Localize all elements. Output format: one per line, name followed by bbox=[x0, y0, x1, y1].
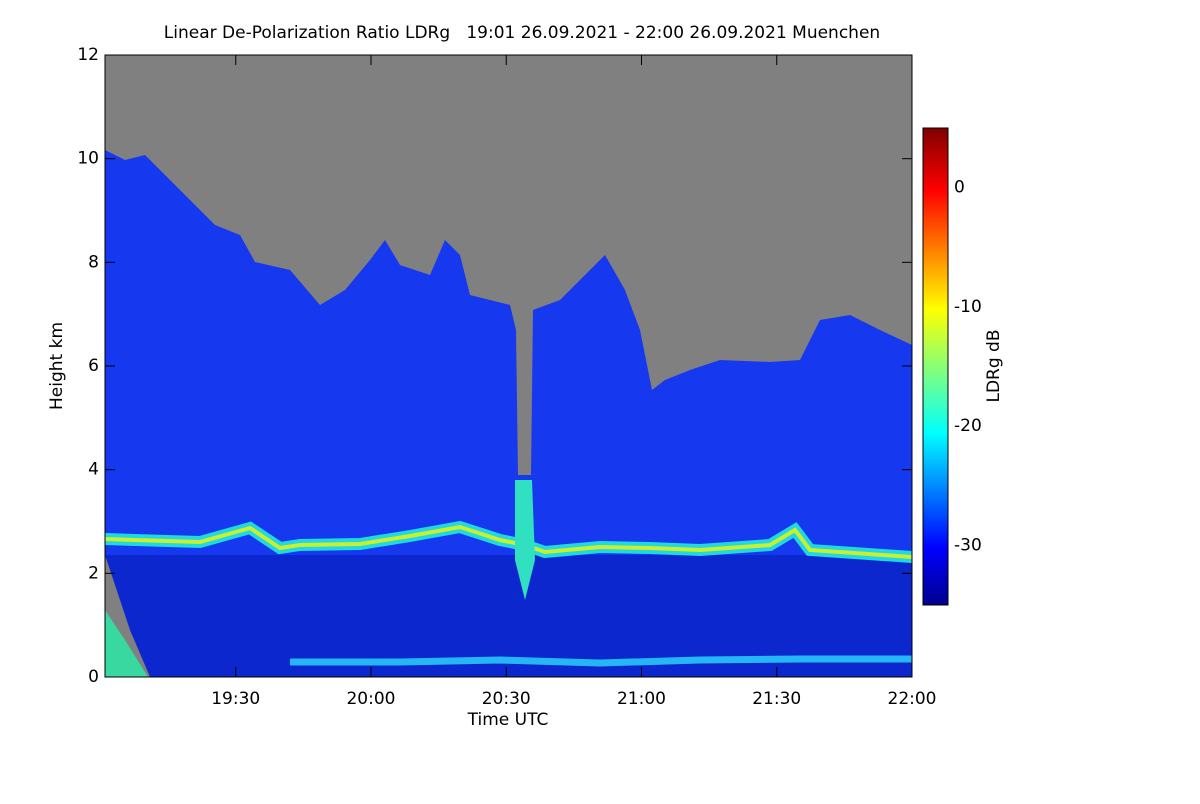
chart-title: Linear De-Polarization Ratio LDRg 19:01 … bbox=[164, 23, 880, 43]
axes: 19:30 20:00 20:30 21:00 21:30 22:00 0 2 4 6 8 10 12 -… bbox=[77, 45, 981, 709]
y-tick-label: 6 bbox=[88, 356, 99, 376]
colorbar-tick-label: -20 bbox=[954, 416, 982, 436]
colorbar bbox=[922, 127, 949, 606]
aerosol-layer-core bbox=[105, 524, 912, 559]
heatmap-field bbox=[105, 55, 912, 677]
x-tick-label: 19:30 bbox=[211, 689, 260, 709]
y-tick-label: 12 bbox=[77, 45, 99, 65]
y-axis-label: Height km bbox=[47, 322, 67, 410]
x-axis-label: Time UTC bbox=[467, 710, 549, 730]
boundary-layer bbox=[290, 655, 912, 667]
colorbar-tick-label: 0 bbox=[954, 178, 965, 198]
y-tick-label: 4 bbox=[88, 460, 99, 480]
colorbar-label: LDRg dB bbox=[984, 329, 1004, 402]
y-tick-label: 0 bbox=[88, 667, 99, 687]
near-field bbox=[105, 610, 148, 677]
colorbar-tick-label: -30 bbox=[954, 535, 982, 555]
x-tick-label: 21:30 bbox=[752, 689, 801, 709]
cloud-plume bbox=[515, 480, 535, 600]
y-tick-label: 10 bbox=[77, 149, 99, 169]
x-tick-label: 21:00 bbox=[617, 689, 666, 709]
x-tick-label: 20:00 bbox=[346, 689, 395, 709]
y-tick-label: 8 bbox=[88, 252, 99, 272]
x-tick-label: 22:00 bbox=[888, 689, 937, 709]
y-tick-label: 2 bbox=[88, 563, 99, 583]
colorbar-tick-label: -10 bbox=[954, 297, 982, 317]
x-tick-label: 20:30 bbox=[482, 689, 531, 709]
